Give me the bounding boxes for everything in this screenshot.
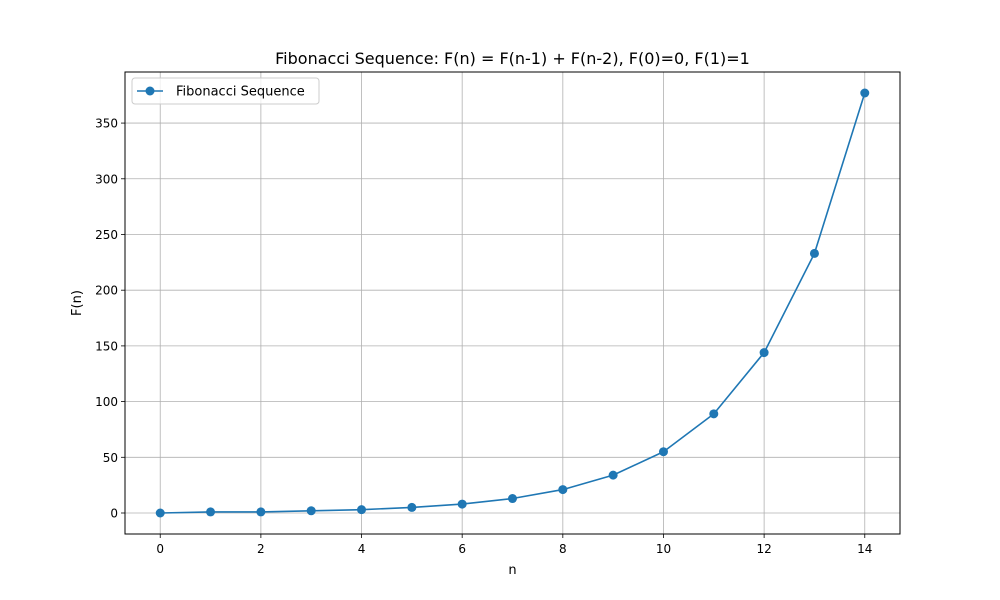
data-point (357, 505, 367, 515)
x-axis-label: n (508, 563, 516, 578)
y-tick-label: 150 (95, 339, 118, 353)
y-tick-label: 200 (95, 284, 118, 298)
plot-frame (124, 71, 901, 535)
data-point (155, 508, 165, 518)
x-tick-label: 0 (156, 542, 164, 556)
data-point (558, 485, 568, 495)
y-tick-label: 250 (95, 228, 118, 242)
data-point (508, 494, 517, 504)
x-tick-label: 4 (358, 542, 366, 556)
data-point (407, 502, 417, 512)
x-tick-label: 6 (458, 542, 466, 556)
data-point (860, 88, 870, 98)
x-tick-label: 10 (656, 542, 671, 556)
x-tick-label: 12 (756, 542, 771, 556)
y-axis-ticks: 0 50 100 150 200 250 300 350 (95, 117, 125, 521)
x-tick-label: 14 (857, 542, 872, 556)
legend-box (131, 77, 320, 105)
y-tick-label: 0 (110, 507, 118, 521)
chart-title: Fibonacci Sequence: F(n) = F(n-1) + F(n-… (275, 49, 750, 68)
x-tick-label: 8 (559, 542, 567, 556)
data-point (306, 506, 316, 516)
y-tick-label: 350 (95, 117, 118, 131)
x-axis-ticks: 0 2 4 6 8 10 12 14 (156, 534, 872, 556)
data-point (709, 409, 719, 419)
data-point (256, 507, 266, 517)
data-point (608, 470, 618, 480)
x-tick-label: 2 (257, 542, 265, 556)
y-axis-label: F(n) (70, 290, 85, 316)
y-tick-label: 300 (95, 172, 118, 186)
data-point (206, 507, 216, 517)
data-point (658, 447, 668, 457)
legend-label: Fibonacci Sequence (176, 85, 305, 100)
legend-marker (145, 86, 155, 96)
legend: Fibonacci Sequence (131, 77, 320, 105)
y-tick-label: 50 (103, 451, 118, 465)
grid (125, 72, 900, 534)
data-point (759, 348, 769, 358)
data-point (809, 248, 819, 258)
y-tick-label: 100 (95, 395, 118, 409)
data-point (457, 499, 467, 509)
series-group (155, 88, 870, 518)
